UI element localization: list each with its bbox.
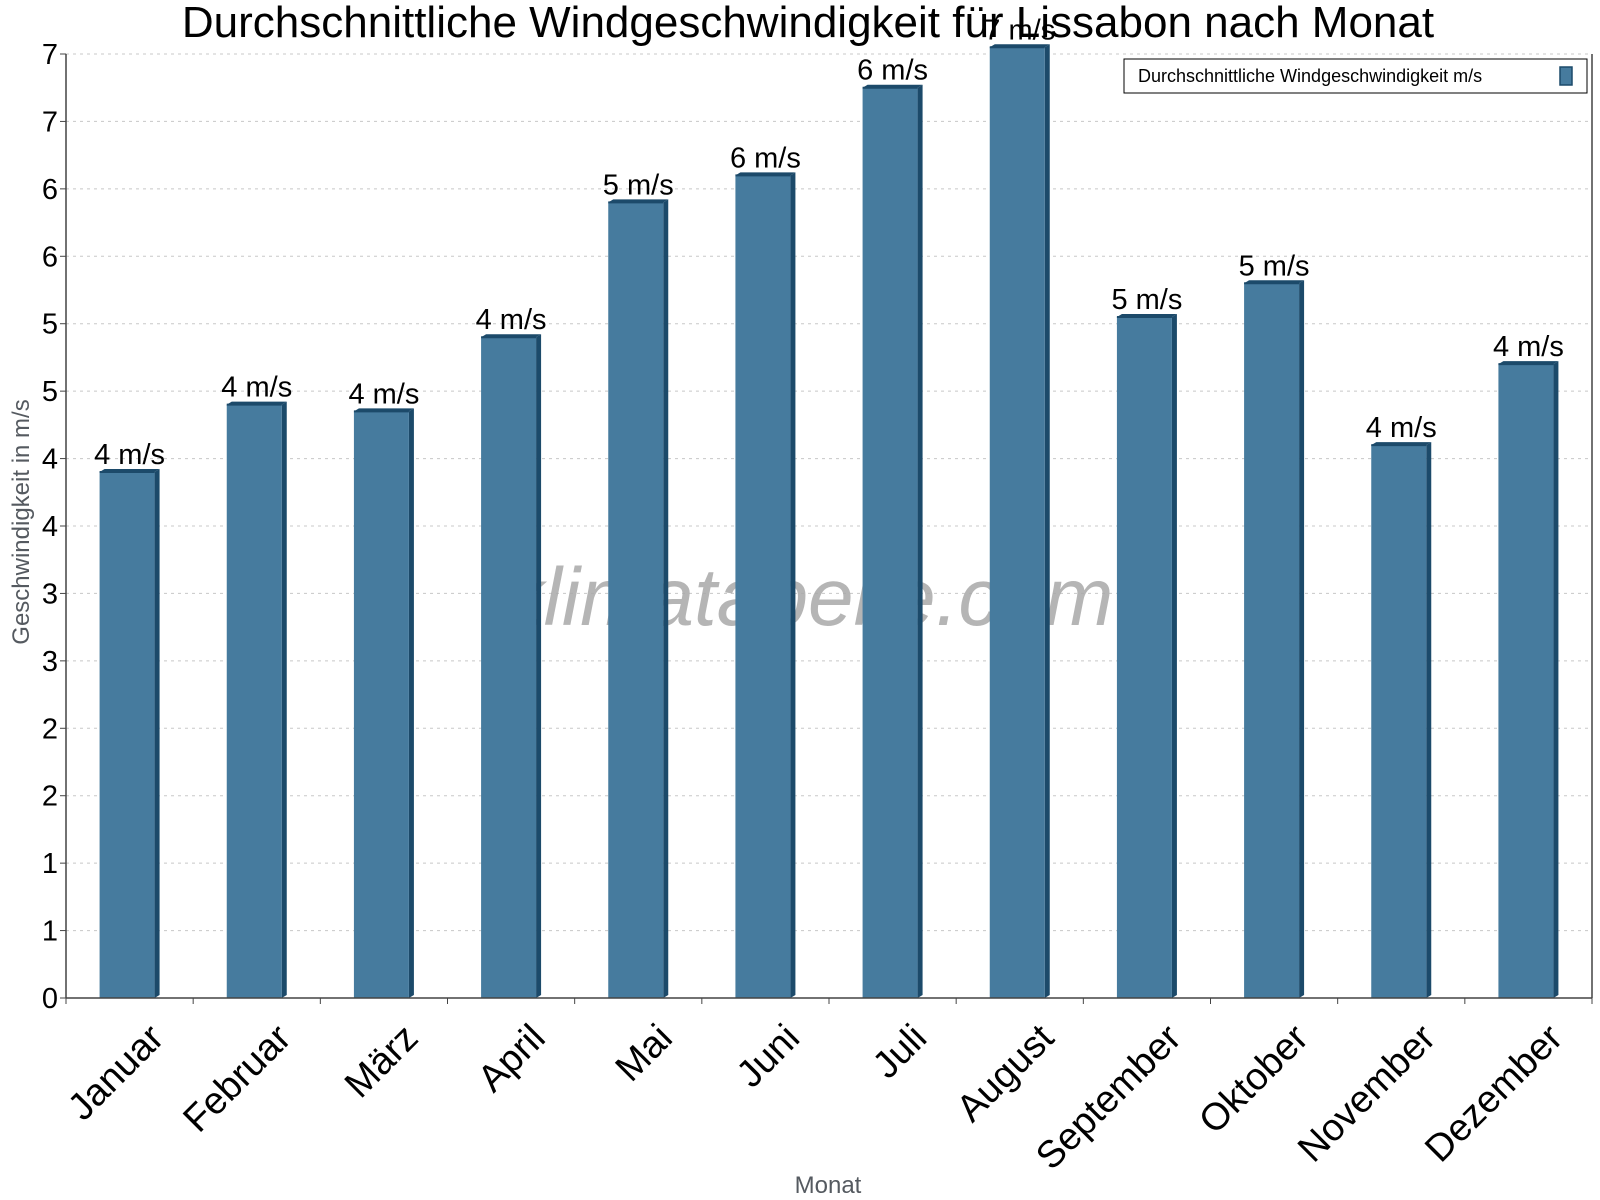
bar-front <box>226 404 282 999</box>
bar-2 <box>353 408 414 998</box>
bar-side <box>663 199 669 999</box>
y-tick-label: 0 <box>42 983 58 1015</box>
bar-5 <box>735 172 796 998</box>
bar-6 <box>862 84 923 998</box>
bar-4 <box>608 199 669 999</box>
data-label: 4 m/s <box>94 439 165 471</box>
legend-swatch <box>1559 66 1573 86</box>
bar-side <box>154 469 160 998</box>
bar-side <box>281 401 287 999</box>
data-label: 6 m/s <box>730 142 801 174</box>
bars <box>99 44 1559 999</box>
bar-front <box>481 337 537 998</box>
bar-front <box>735 175 791 998</box>
x-tick-label: Februar <box>175 1017 299 1141</box>
legend: Durchschnittliche Windgeschwindigkeit m/… <box>1123 58 1588 94</box>
bar-side <box>408 408 414 998</box>
bar-front <box>989 47 1045 998</box>
bar-side <box>1426 442 1432 999</box>
y-tick-label: 4 <box>42 511 58 543</box>
y-tick-label: 7 <box>42 39 58 71</box>
bar-front <box>862 87 918 998</box>
bar-side <box>1044 44 1050 998</box>
y-tick-label: 2 <box>42 713 58 745</box>
y-tick-label: 3 <box>42 578 58 610</box>
x-tick-label: März <box>337 1017 426 1106</box>
bar-10 <box>1371 442 1432 999</box>
data-label: 7 m/s <box>984 14 1055 46</box>
x-tick-label: Juli <box>865 1017 935 1087</box>
data-label: 4 m/s <box>1493 331 1564 363</box>
bar-front <box>608 202 664 999</box>
data-label: 4 m/s <box>221 372 292 404</box>
data-labels: 4 m/s 4 m/s 4 m/s 4 m/s 5 m/s 6 m/s 6 m/s 7 m/s… <box>94 14 1564 471</box>
data-label: 4 m/s <box>348 378 419 410</box>
bar-1 <box>226 401 287 999</box>
x-tick-label: November <box>1290 1017 1444 1171</box>
y-tick-label: 7 <box>42 106 58 138</box>
bar-0 <box>99 469 160 998</box>
bar-front <box>353 411 409 998</box>
bar-11 <box>1498 361 1559 999</box>
bar-side <box>536 334 542 998</box>
y-tick-label: 6 <box>42 241 58 273</box>
grid-lines <box>66 53 1592 932</box>
y-tick-label: 5 <box>42 376 58 408</box>
legend-series-label: Durchschnittliche Windgeschwindigkeit m/… <box>1138 66 1482 86</box>
data-label: 5 m/s <box>1111 284 1182 316</box>
data-label: 5 m/s <box>603 169 674 201</box>
legend-box <box>1123 58 1588 94</box>
x-tick-label: Juni <box>729 1017 808 1096</box>
x-tick-label: Januar <box>60 1017 172 1129</box>
bar-front <box>1116 316 1172 998</box>
chart-title: Durchschnittliche Windgeschwindigkeit fü… <box>182 0 1434 47</box>
bar-side <box>917 84 923 998</box>
bar-front <box>1244 283 1300 998</box>
bar-front <box>1371 445 1427 999</box>
data-label: 5 m/s <box>1239 250 1310 282</box>
bar-3 <box>481 334 542 998</box>
data-label: 6 m/s <box>857 55 928 87</box>
x-tick-label: April <box>470 1017 553 1100</box>
data-label: 4 m/s <box>476 304 547 336</box>
x-tick-label: Oktober <box>1191 1017 1317 1143</box>
bar-front <box>99 472 155 998</box>
x-tick-label: August <box>949 1017 1063 1131</box>
bar-7 <box>989 44 1050 998</box>
x-tick-label: Mai <box>608 1017 681 1090</box>
bar-side <box>1299 280 1305 998</box>
data-label: 4 m/s <box>1366 412 1437 444</box>
x-tick-label: Dezember <box>1417 1017 1571 1171</box>
x-axis-title: Monat <box>795 1172 862 1199</box>
y-tick-label: 4 <box>42 444 58 476</box>
y-tick-label: 3 <box>42 646 58 678</box>
bar-9 <box>1244 280 1305 998</box>
y-tick-label: 1 <box>42 916 58 948</box>
bar-side <box>1553 361 1559 999</box>
y-tick-label: 1 <box>42 848 58 880</box>
bar-side <box>790 172 796 998</box>
bar-8 <box>1116 313 1177 998</box>
bar-front <box>1498 364 1554 999</box>
y-axis-title: Geschwindigkeit in m/s <box>8 399 35 644</box>
bar-side <box>1171 313 1177 998</box>
y-tick-label: 2 <box>42 781 58 813</box>
y-tick-label: 5 <box>42 309 58 341</box>
y-tick-label: 6 <box>42 174 58 206</box>
